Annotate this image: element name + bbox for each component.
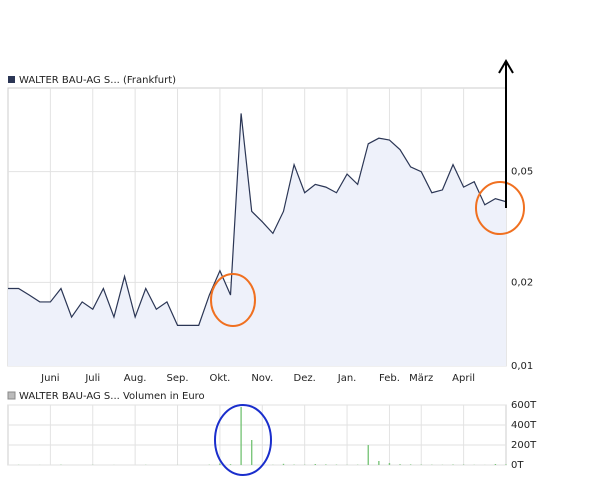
x-tick-label: Juli: [84, 373, 100, 384]
bar: [325, 464, 327, 465]
line: [8, 113, 507, 326]
x-tick-label: Nov.: [251, 373, 273, 384]
bar: [240, 407, 242, 465]
bar: [251, 440, 253, 465]
area: [8, 113, 506, 366]
plot-frame: [7, 404, 507, 466]
x-tick-label: Jan.: [337, 373, 357, 384]
y-tick-label: 0,05: [511, 167, 533, 178]
legend-swatch: [8, 76, 15, 83]
x-tick-label: Feb.: [379, 373, 400, 384]
x-tick-label: April: [452, 373, 475, 384]
x-tick-label: Sep.: [167, 373, 189, 384]
bar: [388, 463, 391, 465]
annotation-circle: [210, 273, 256, 327]
y-tick-label: 400T: [511, 420, 537, 431]
y-tick-label: 600T: [511, 400, 537, 411]
annotation-circle: [475, 181, 525, 235]
x-tick-label: Aug.: [124, 373, 147, 384]
bar: [399, 464, 401, 465]
bar: [367, 445, 369, 465]
bar: [452, 464, 454, 465]
y-tick-label: 0,01: [511, 361, 533, 372]
x-tick-label: Dez.: [294, 373, 316, 384]
x-tick-label: März: [409, 373, 433, 384]
bar: [219, 463, 221, 465]
chart-title: WALTER BAU-AG S... (Frankfurt): [19, 75, 176, 86]
chart-title: WALTER BAU-AG S... Volumen in Euro: [19, 391, 205, 402]
bar: [494, 464, 497, 465]
annotation-arrowhead: [498, 59, 514, 74]
y-tick-label: 200T: [511, 440, 537, 451]
bar: [409, 464, 412, 465]
bar: [282, 463, 285, 465]
y-tick-label: 0T: [511, 460, 524, 471]
bar: [505, 464, 507, 465]
plot-area: Juni Juli Aug. Sep. Okt. Nov. Dez. Jan. Feb. März…: [7, 87, 537, 471]
y-tick-label: 0,02: [511, 277, 533, 288]
bar: [229, 464, 232, 465]
x-tick-label: Okt.: [210, 373, 231, 384]
bar: [314, 464, 316, 465]
bar: [378, 461, 380, 465]
legend-swatch: [7, 391, 16, 400]
annotation-circle: [214, 404, 272, 476]
x-tick-label: Juni: [40, 373, 59, 384]
